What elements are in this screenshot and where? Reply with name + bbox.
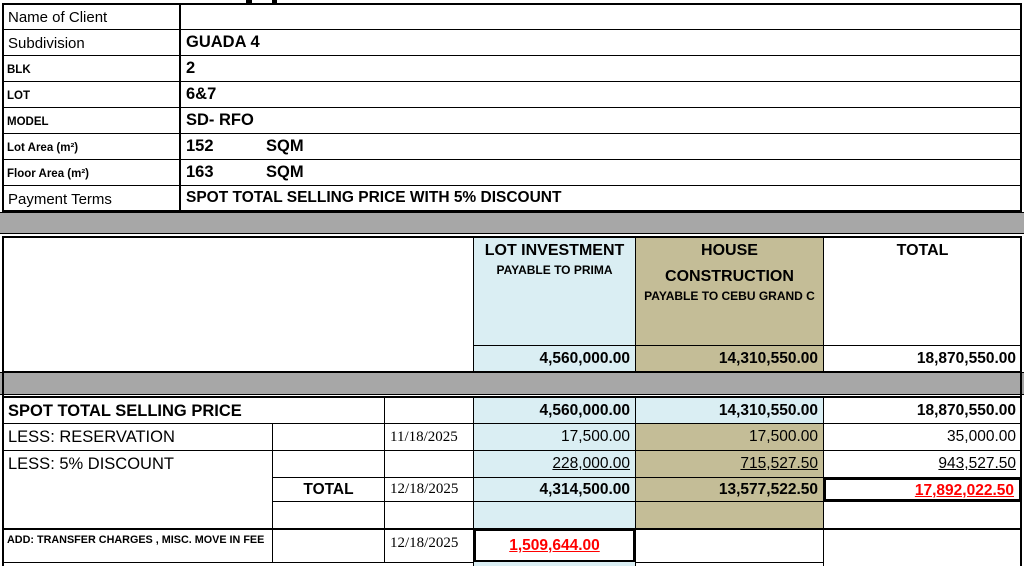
subdivision-value-cell[interactable]: GUADA 4 (180, 29, 1022, 56)
lot-area-unit: SQM (266, 137, 304, 155)
name-of-client-value-cell[interactable] (180, 3, 1022, 30)
total-lot-amount-cell[interactable]: 4,314,500.00 (473, 477, 636, 502)
discount-total-amount: 943,527.50 (938, 455, 1016, 472)
lot-area-value-cell[interactable]: 152 SQM (180, 133, 1022, 160)
spot-total-amount-cell[interactable]: 18,870,550.00 (823, 396, 1022, 424)
blk-value-cell[interactable]: 2 (180, 55, 1022, 82)
form-label-subdivision: Subdivision (2, 29, 181, 56)
grand-total-amount: 17,892,022.50 (914, 482, 1014, 499)
base-house-amount-cell[interactable]: 14,310,550.00 (635, 345, 824, 372)
house-construction-subtitle: PAYABLE TO CEBU GRAND C (644, 289, 815, 303)
payment-terms-value-cell[interactable]: SPOT TOTAL SELLING PRICE WITH 5% DISCOUN… (180, 185, 1022, 212)
add-fees-amount-cell[interactable]: 1,509,644.00 (473, 528, 636, 563)
total-header-cell: TOTAL (823, 236, 1022, 346)
discount-lot-amount-cell[interactable]: 228,000.00 (473, 450, 636, 478)
lot-value-cell[interactable]: 6&7 (180, 81, 1022, 108)
blank-area-cell (2, 236, 474, 372)
empty-house-cell[interactable] (635, 501, 824, 529)
cropped-next-row-sliver (473, 562, 636, 566)
spot-lot-amount-cell[interactable]: 4,560,000.00 (473, 396, 636, 424)
form-label-lot-area: Lot Area (m²) (2, 133, 181, 160)
separator-band (0, 372, 1024, 395)
spot-house-amount-cell[interactable]: 14,310,550.00 (635, 396, 824, 424)
lot-investment-title: LOT INVESTMENT (484, 242, 625, 259)
separator-band (0, 212, 1024, 234)
empty-cell[interactable] (272, 450, 385, 478)
base-lot-amount-cell[interactable]: 4,560,000.00 (473, 345, 636, 372)
empty-cell[interactable] (272, 501, 385, 529)
total-row-label: TOTAL (272, 477, 385, 502)
add-transfer-charges-label: ADD: TRANSFER CHARGES , MISC. MOVE IN FE… (2, 528, 273, 563)
empty-date-cell[interactable] (384, 450, 474, 478)
less-discount-label: LESS: 5% DISCOUNT (2, 450, 273, 529)
form-label-model: MODEL (2, 107, 181, 134)
empty-total-cell[interactable] (823, 501, 1022, 529)
cropped-next-row-sliver (823, 562, 1022, 566)
cropped-title-fragment (246, 0, 252, 4)
cropped-title-fragment (272, 0, 277, 4)
empty-cell[interactable] (272, 528, 385, 563)
spot-total-selling-price-label: SPOT TOTAL SELLING PRICE (2, 396, 386, 424)
total-date-cell[interactable]: 12/18/2025 (384, 477, 474, 502)
empty-lot-cell[interactable] (473, 501, 636, 529)
grand-total-amount-cell[interactable]: 17,892,022.50 (823, 477, 1022, 502)
empty-house-cell[interactable] (635, 528, 824, 563)
empty-date-cell[interactable] (384, 501, 474, 529)
form-label-lot: LOT (2, 81, 181, 108)
floor-area-value-cell[interactable]: 163 SQM (180, 159, 1022, 186)
reservation-lot-amount-cell[interactable]: 17,500.00 (473, 423, 636, 451)
add-fees-amount: 1,509,644.00 (509, 537, 600, 554)
base-total-amount-cell[interactable]: 18,870,550.00 (823, 345, 1022, 372)
form-label-name-of-client: Name of Client (2, 3, 181, 30)
empty-total-cell[interactable] (823, 528, 1022, 563)
lot-investment-header-cell: LOT INVESTMENT PAYABLE TO PRIMA (473, 236, 636, 346)
add-date-cell[interactable]: 12/18/2025 (384, 528, 474, 563)
total-house-amount-cell[interactable]: 13,577,522.50 (635, 477, 824, 502)
less-reservation-label: LESS: RESERVATION (2, 423, 273, 451)
empty-date-cell[interactable] (384, 396, 474, 424)
model-value-cell[interactable]: SD- RFO (180, 107, 1022, 134)
floor-area-value: 163 (186, 163, 214, 181)
reservation-house-amount-cell[interactable]: 17,500.00 (635, 423, 824, 451)
lot-area-value: 152 (186, 137, 214, 155)
reservation-total-amount-cell[interactable]: 35,000.00 (823, 423, 1022, 451)
empty-cell[interactable] (272, 423, 385, 451)
form-label-blk: BLK (2, 55, 181, 82)
form-label-payment-terms: Payment Terms (2, 185, 181, 212)
discount-lot-amount: 228,000.00 (552, 455, 630, 472)
discount-house-amount: 715,527.50 (740, 455, 818, 472)
house-construction-title: HOUSE CONSTRUCTION (665, 242, 794, 285)
lot-investment-subtitle: PAYABLE TO PRIMA (496, 263, 613, 277)
reservation-date-cell[interactable]: 11/18/2025 (384, 423, 474, 451)
form-label-floor-area: Floor Area (m²) (2, 159, 181, 186)
total-title: TOTAL (896, 242, 949, 259)
discount-total-amount-cell[interactable]: 943,527.50 (823, 450, 1022, 478)
floor-area-unit: SQM (266, 163, 304, 181)
discount-house-amount-cell[interactable]: 715,527.50 (635, 450, 824, 478)
house-construction-header-cell: HOUSE CONSTRUCTION PAYABLE TO CEBU GRAND… (635, 236, 824, 346)
